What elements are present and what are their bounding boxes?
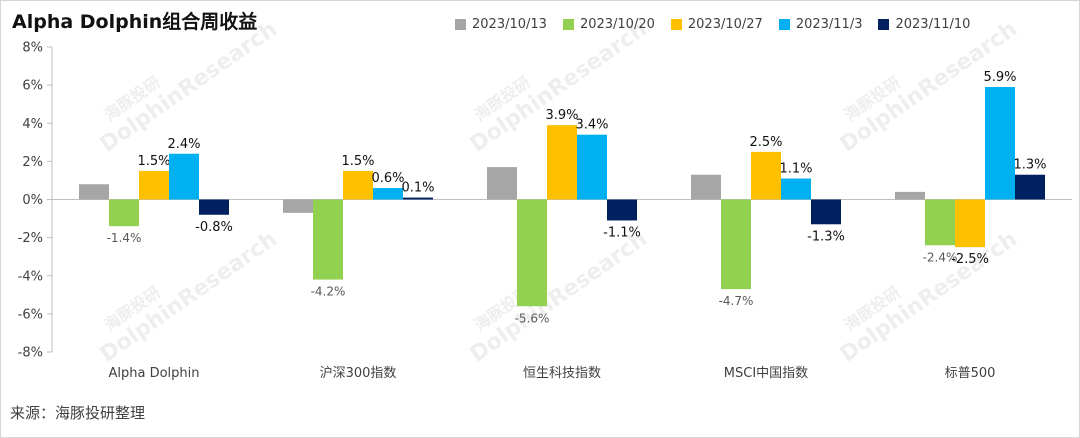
x-tick-label: Alpha Dolphin xyxy=(108,366,199,381)
legend-swatch xyxy=(778,18,790,30)
legend-item: 2023/11/3 xyxy=(778,16,863,32)
y-tick-label: 8% xyxy=(22,41,43,56)
bar xyxy=(577,134,607,200)
data-label: 2.5% xyxy=(749,135,782,150)
data-label: 0.1% xyxy=(401,181,434,196)
watermark-en: DolphinResearch xyxy=(466,227,652,368)
data-label: 3.4% xyxy=(575,118,608,133)
data-label: -2.5% xyxy=(951,252,989,267)
bar xyxy=(109,199,139,227)
bar xyxy=(547,125,577,200)
legend: 2023/10/13 2023/10/20 2023/10/27 2023/11/3 2… xyxy=(455,15,970,33)
legend-label: 2023/10/13 xyxy=(472,16,547,32)
bar xyxy=(811,199,841,225)
bar xyxy=(373,188,403,200)
data-label: 1.5% xyxy=(341,154,374,169)
chart-title: Alpha Dolphin组合周收益 xyxy=(12,11,258,33)
data-label: -5.6% xyxy=(515,311,550,325)
data-label: 2.4% xyxy=(167,137,200,152)
y-tick-label: -6% xyxy=(18,307,43,322)
legend-swatch xyxy=(455,18,466,30)
legend-label: 2023/10/27 xyxy=(687,16,763,32)
data-label: -4.7% xyxy=(719,294,754,308)
bar xyxy=(517,199,547,307)
legend-label: 2023/10/20 xyxy=(579,16,655,32)
data-label: 1.5% xyxy=(137,154,170,169)
y-tick-label: 0% xyxy=(22,193,43,208)
bar xyxy=(79,184,109,200)
watermark-en: DolphinResearch xyxy=(96,227,282,368)
data-label: -4.2% xyxy=(311,285,346,299)
data-label: -1.4% xyxy=(107,231,142,245)
data-label: -1.1% xyxy=(603,225,641,240)
data-label: -1.3% xyxy=(807,229,845,244)
y-tick-label: 2% xyxy=(22,155,43,170)
bar xyxy=(955,199,985,248)
bar xyxy=(607,199,637,221)
y-tick-label: -8% xyxy=(18,346,43,361)
data-label: 3.9% xyxy=(545,108,578,123)
x-tick-label: 恒生科技指数 xyxy=(523,366,601,381)
y-tick-label: -4% xyxy=(18,269,43,284)
bar xyxy=(139,170,169,200)
legend-swatch xyxy=(670,18,682,30)
data-label: 0.6% xyxy=(371,171,404,186)
watermark-en: DolphinResearch xyxy=(836,227,1022,368)
legend-item: 2023/10/27 xyxy=(670,16,763,32)
bar xyxy=(895,191,925,200)
legend-swatch xyxy=(562,18,574,30)
y-tick-label: 4% xyxy=(22,117,43,132)
data-label: 5.9% xyxy=(983,70,1016,85)
bar xyxy=(169,153,199,200)
legend-swatch xyxy=(878,18,890,30)
y-tick-label: -2% xyxy=(18,231,43,246)
legend-item: 2023/10/13 xyxy=(455,17,547,32)
bar xyxy=(781,178,811,200)
legend-label: 2023/11/3 xyxy=(795,16,863,32)
data-label: -0.8% xyxy=(195,220,233,235)
x-tick-label: MSCI中国指数 xyxy=(724,366,808,381)
data-label: 1.1% xyxy=(779,162,812,177)
bar xyxy=(343,170,373,200)
bar xyxy=(751,151,781,200)
data-label: -2.4% xyxy=(923,250,958,264)
y-tick-label: 6% xyxy=(22,79,43,94)
bar xyxy=(925,199,955,246)
bar xyxy=(403,197,433,200)
bar xyxy=(985,87,1015,200)
bar xyxy=(721,199,751,290)
legend-label: 2023/11/10 xyxy=(895,16,971,32)
source-note: 来源：海豚投研整理 xyxy=(10,404,146,422)
bar xyxy=(691,174,721,200)
bar xyxy=(1015,174,1045,200)
x-tick-label: 沪深300指数 xyxy=(320,365,397,381)
legend-item: 2023/11/10 xyxy=(878,17,970,32)
bar xyxy=(487,167,517,200)
data-label: 1.3% xyxy=(1013,158,1046,173)
bar xyxy=(313,199,343,280)
x-tick-label: 标普500 xyxy=(945,366,996,381)
legend-item: 2023/10/20 xyxy=(562,16,655,32)
bar xyxy=(283,199,313,213)
bar xyxy=(199,199,229,215)
